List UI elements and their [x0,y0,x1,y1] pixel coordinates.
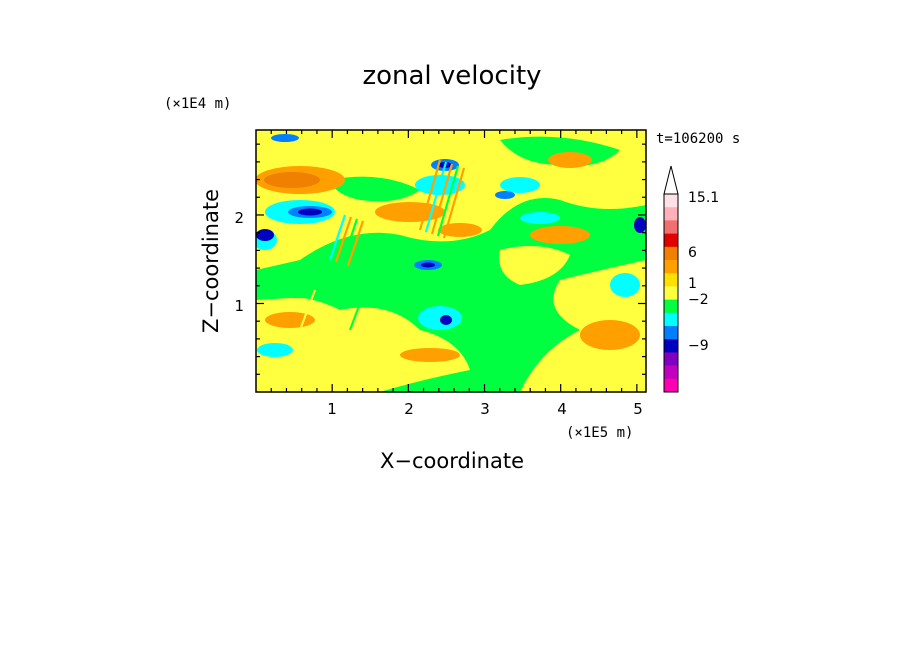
y-multiplier-label: (×1E4 m) [164,96,231,112]
yellow-mid-right [499,246,570,285]
blue-7 [495,191,515,199]
colorbar-swatch [664,286,678,300]
colorbar-extend-arrow [663,165,679,195]
x-multiplier-label: (×1E5 m) [566,425,633,441]
orange-band-7 [548,152,592,168]
blue-5 [440,315,452,325]
cyan-3 [418,306,462,330]
colorbar-swatch [664,339,678,353]
chart-title: zonal velocity [362,61,541,91]
x-axis-label: X−coordinate [380,449,524,473]
colorbar-swatch [664,260,678,274]
colorbar-swatch [664,233,678,248]
x-tick-label: 4 [557,400,567,418]
striation-1 [418,159,442,231]
colorbar-swatch [664,194,678,208]
time-label: t=106200 s [656,131,740,147]
striation-5 [442,167,466,239]
colorbar-frame [663,193,679,393]
cyan-8 [520,212,560,224]
colorbar-label: −2 [688,292,709,308]
colorbar-swatches [664,194,678,393]
blue-core-4 [421,262,435,268]
orange-band-8 [438,223,482,237]
orange-band-4 [580,320,640,350]
blue-2 [256,229,274,241]
striation-4 [436,165,460,237]
x-tick-label: 5 [633,400,643,418]
striations [298,159,466,331]
orange-band-6 [400,348,460,362]
blue-8 [271,134,299,142]
colorbar-swatch [664,220,678,234]
colorbar-swatch [664,299,678,314]
red-band-1 [264,172,320,188]
colorbar-label: −9 [688,338,709,354]
colorbar-label: 15.1 [688,190,719,206]
green-upper-patch [330,176,420,202]
colorbar: 15.1 6 1 −2 −9 [663,165,719,393]
x-tick-label: 3 [480,400,490,418]
plot-frame [255,129,647,393]
striation-11 [348,289,367,331]
striation-2 [424,161,448,233]
colorbar-swatch [664,378,678,393]
striation-10 [298,289,317,331]
colorbar-swatch [664,246,678,261]
y-tick-labels: 1 2 [234,209,244,315]
cyan-4 [500,177,540,193]
colorbar-swatch [664,207,678,221]
cyan-6 [257,343,293,357]
colorbar-label: 1 [688,276,697,292]
yellow-upper [256,130,646,270]
colorbar-swatch [664,352,678,366]
colorbar-swatch [664,326,678,340]
blue-core-1 [298,208,322,216]
green-left-mid [256,276,350,300]
orange-band-3 [530,226,590,244]
striation-8 [340,218,359,265]
colorbar-label: 6 [688,245,697,261]
cyan-5 [610,273,640,297]
x-tick-label: 1 [327,400,337,418]
striation-7 [334,216,353,263]
blue-6 [634,217,646,233]
y-axis-label: Z−coordinate [199,189,223,333]
x-tick-labels: 1 2 3 4 5 [327,400,643,418]
y-tick-label: 1 [234,297,244,315]
x-tick-label: 2 [404,400,414,418]
striation-9 [346,220,365,267]
heatmap-field [256,130,646,392]
y-tick-label: 2 [234,209,244,227]
colorbar-swatch [664,365,678,380]
orange-band-5 [265,312,315,328]
colorbar-swatch [664,273,678,287]
striation-6 [328,214,347,261]
axis-ticks [256,130,646,392]
colorbar-swatch [664,312,678,327]
striation-3 [430,163,454,235]
